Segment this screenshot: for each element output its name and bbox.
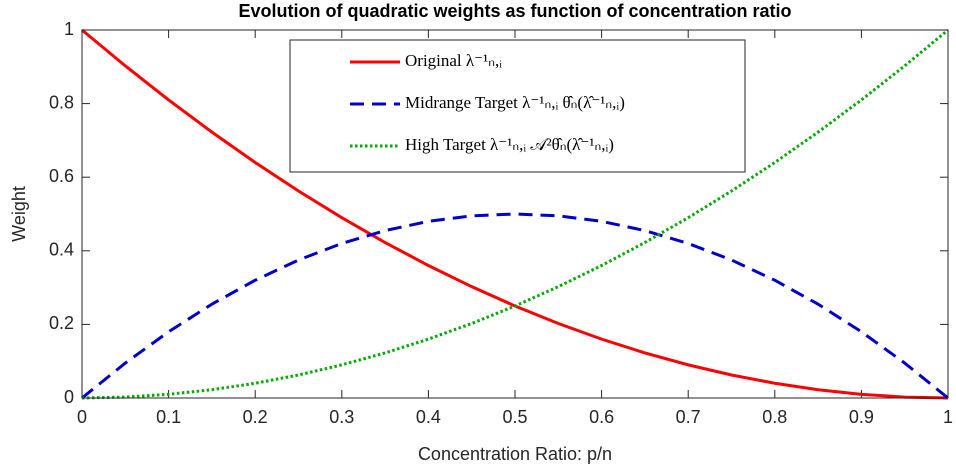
y-tick-label: 0.6 bbox=[49, 166, 74, 186]
legend-label: Midrange Target λ⁻¹ₙ,ᵢ θ̂ₙ(λ̂⁻¹ₙ,ᵢ) bbox=[405, 93, 625, 112]
x-tick-label: 0.8 bbox=[762, 407, 787, 427]
x-tick-label: 0.4 bbox=[416, 407, 441, 427]
plot-frame bbox=[81, 29, 949, 399]
x-tick-label: 0.2 bbox=[243, 407, 268, 427]
y-tick-label: 0.2 bbox=[49, 313, 74, 333]
x-tick-label: 0 bbox=[77, 407, 87, 427]
legend-label: High Target λ⁻¹ₙ,ᵢ 𝒜²θ̂ₙ(λ̂⁻¹ₙ,ᵢ) bbox=[405, 135, 614, 154]
x-tick-label: 0.6 bbox=[589, 407, 614, 427]
x-tick-label: 0.5 bbox=[502, 407, 527, 427]
x-axis-label: Concentration Ratio: p/n bbox=[418, 444, 612, 464]
x-tick-label: 0.7 bbox=[676, 407, 701, 427]
x-tick-label: 0.1 bbox=[156, 407, 181, 427]
legend-label: Original λ⁻¹ₙ,ᵢ bbox=[405, 51, 502, 70]
series-line bbox=[81, 212, 949, 400]
y-axis-label: Weight bbox=[9, 186, 29, 242]
x-tick-label: 0.9 bbox=[849, 407, 874, 427]
chart-title: Evolution of quadratic weights as functi… bbox=[238, 1, 791, 21]
x-tick-label: 0.3 bbox=[329, 407, 354, 427]
y-tick-label: 0.8 bbox=[49, 92, 74, 112]
x-tick-label: 1 bbox=[943, 407, 953, 427]
y-tick-label: 0 bbox=[64, 387, 74, 407]
series-line bbox=[81, 28, 949, 400]
y-tick-label: 0.4 bbox=[49, 240, 74, 260]
y-tick-label: 1 bbox=[64, 19, 74, 39]
